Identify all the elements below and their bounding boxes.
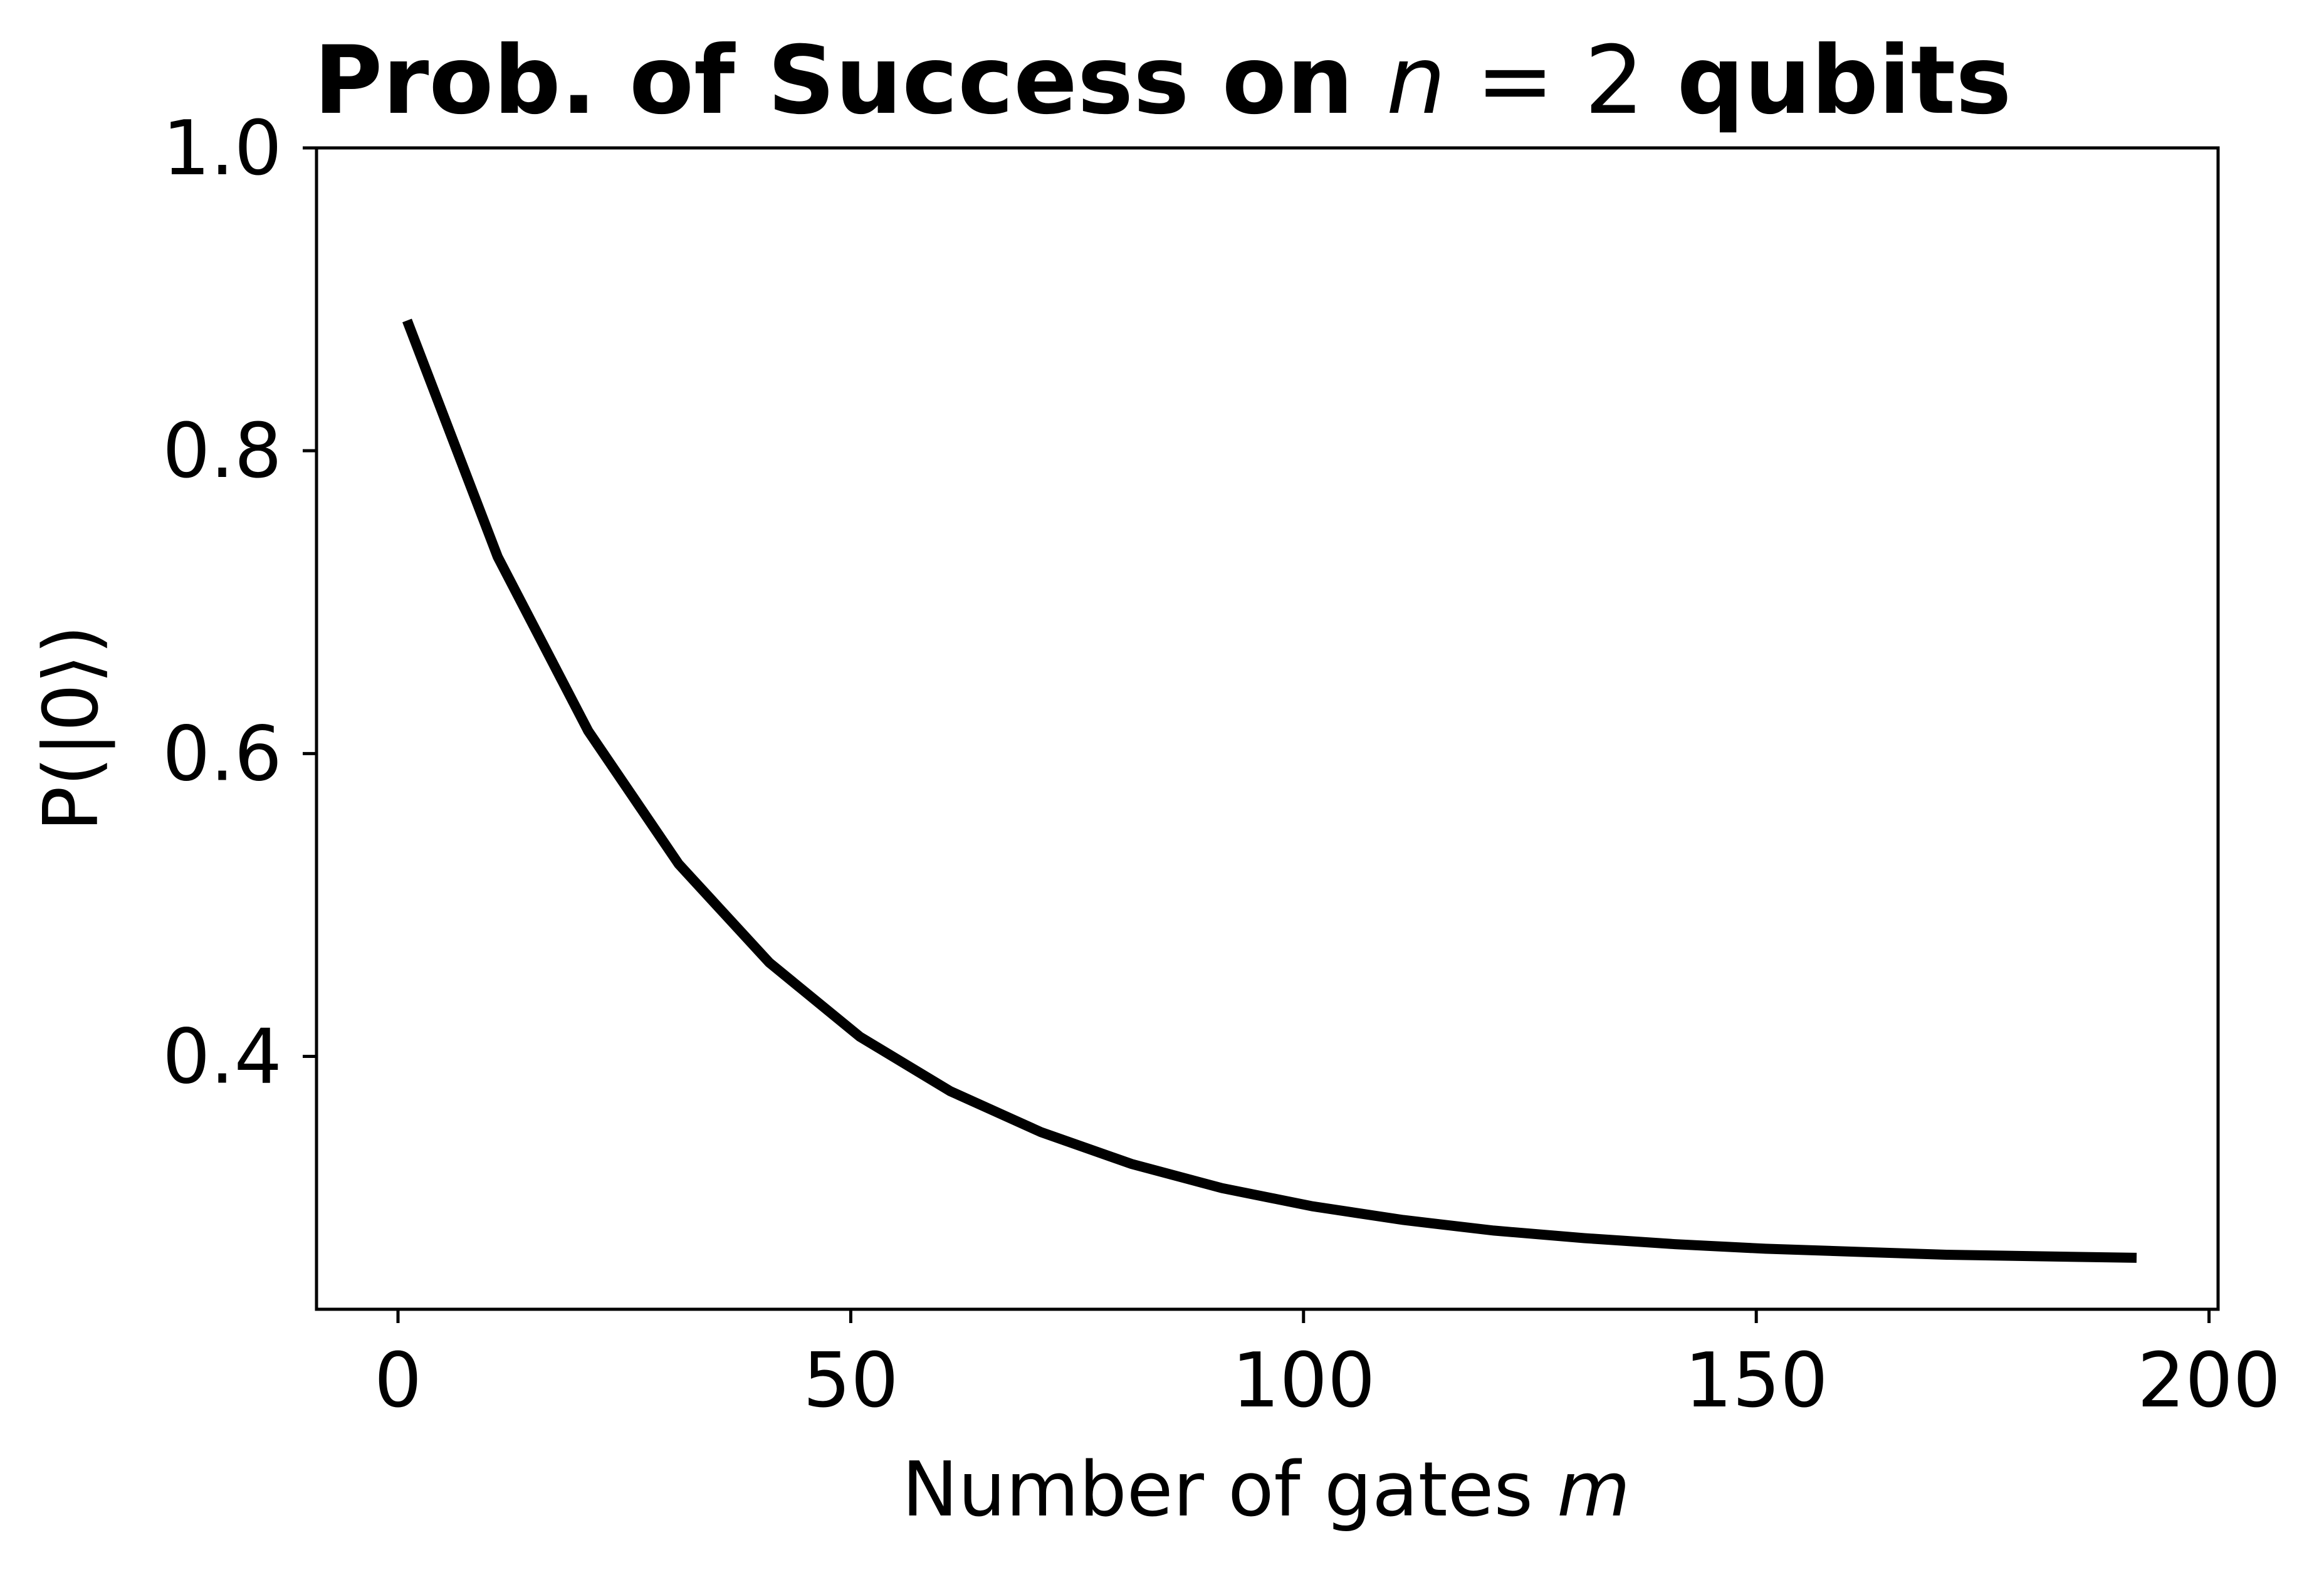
x-tick-label: 200 [2137, 1337, 2281, 1425]
x-tick-label: 50 [803, 1337, 899, 1425]
x-axis-label: Number of gates m [902, 1447, 1630, 1534]
y-axis-ticks: 0.4 0.6 0.8 1.0 [162, 105, 317, 1101]
y-tick-label: 0.4 [162, 1014, 282, 1101]
y-tick-label: 0.8 [162, 408, 282, 495]
x-axis-ticks: 0 50 100 150 200 [374, 1309, 2281, 1425]
x-tick-label: 0 [374, 1337, 422, 1425]
series-line [402, 318, 2137, 1263]
chart-title: Prob. of Success on n = 2 qubits [313, 26, 2011, 135]
y-axis-label: P(|0⟩) [28, 625, 115, 832]
x-tick-label: 150 [1685, 1337, 1828, 1425]
y-tick-label: 1.0 [162, 105, 282, 192]
y-tick-label: 0.6 [162, 711, 282, 798]
x-tick-label: 100 [1232, 1337, 1375, 1425]
plot-area-frame [315, 146, 2220, 1311]
